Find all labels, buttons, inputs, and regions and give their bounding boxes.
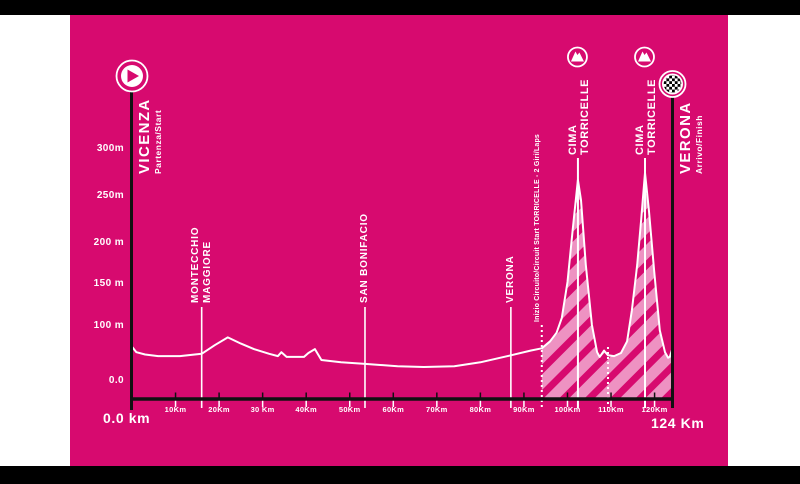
mountain-icon [634,46,655,68]
play-circle-icon [115,59,149,93]
top-letterbox [0,0,800,15]
mountain-icon [567,46,588,68]
checkered-finish-icon [658,70,687,98]
elevation-profile-line [131,171,673,368]
bottom-letterbox [0,466,800,484]
circuit-hatch-area [541,172,672,399]
